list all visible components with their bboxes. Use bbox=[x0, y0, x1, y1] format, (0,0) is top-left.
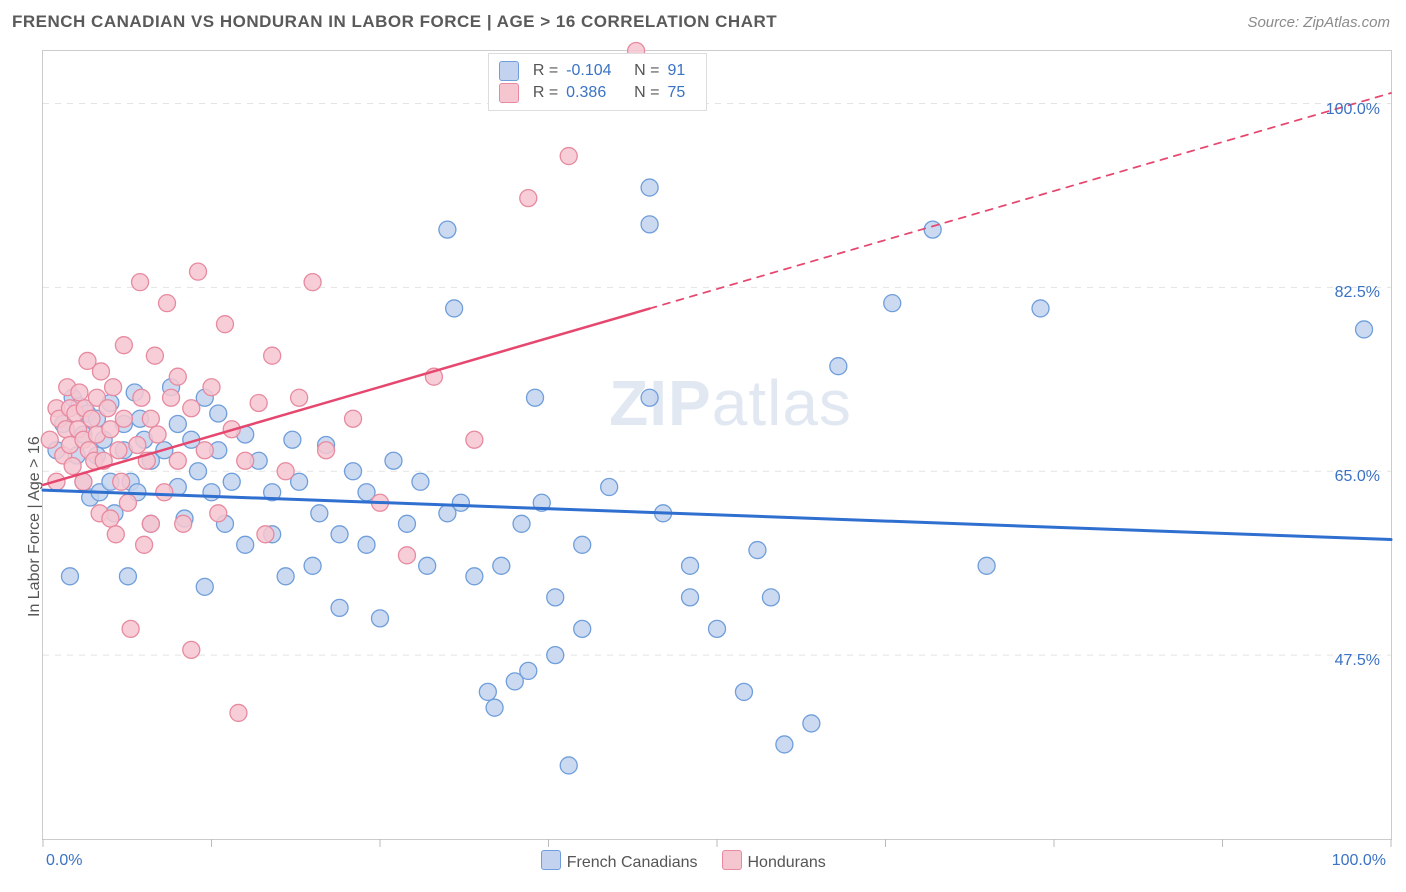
y-tick-label: 100.0% bbox=[1326, 101, 1380, 119]
chart-title: FRENCH CANADIAN VS HONDURAN IN LABOR FOR… bbox=[12, 12, 777, 32]
stats-n-value: 91 bbox=[668, 60, 696, 82]
plot-area: ZIPatlas R =-0.104N =91R = 0.386N =75 bbox=[42, 50, 1392, 840]
plot-svg bbox=[43, 51, 1391, 839]
source-attribution: Source: ZipAtlas.com bbox=[1247, 14, 1390, 31]
x-tick-label-max: 100.0% bbox=[1332, 852, 1386, 870]
legend-item: Hondurans bbox=[722, 850, 826, 872]
y-tick-label: 82.5% bbox=[1335, 284, 1380, 302]
stats-r-label: R = bbox=[533, 60, 558, 82]
stats-swatch bbox=[499, 83, 519, 103]
y-tick-label: 47.5% bbox=[1335, 652, 1380, 670]
stats-r-value: -0.104 bbox=[566, 60, 626, 82]
legend-label: Hondurans bbox=[748, 854, 826, 871]
stats-row: R = 0.386 N = 75 bbox=[499, 82, 696, 104]
stats-n-label: N = bbox=[634, 60, 659, 82]
x-tick-label-min: 0.0% bbox=[46, 852, 82, 870]
stats-r-value: 0.386 bbox=[566, 82, 626, 104]
legend-swatch bbox=[541, 850, 561, 870]
legend-item: French Canadians bbox=[541, 850, 698, 872]
legend-bottom: French Canadians Hondurans bbox=[541, 850, 826, 872]
stats-r-label: R = bbox=[533, 82, 558, 104]
stats-n-label: N = bbox=[634, 82, 659, 104]
correlation-stats-box: R = -0.104 N = 91 R = 0.386 N = 75 bbox=[488, 53, 707, 111]
header-bar: FRENCH CANADIAN VS HONDURAN IN LABOR FOR… bbox=[0, 0, 1406, 44]
stats-n-value: 75 bbox=[668, 82, 696, 104]
stats-swatch bbox=[499, 61, 519, 81]
legend-label: French Canadians bbox=[567, 854, 698, 871]
legend-swatch bbox=[722, 850, 742, 870]
stats-row: R = -0.104 N = 91 bbox=[499, 60, 696, 82]
y-tick-label: 65.0% bbox=[1335, 468, 1380, 486]
